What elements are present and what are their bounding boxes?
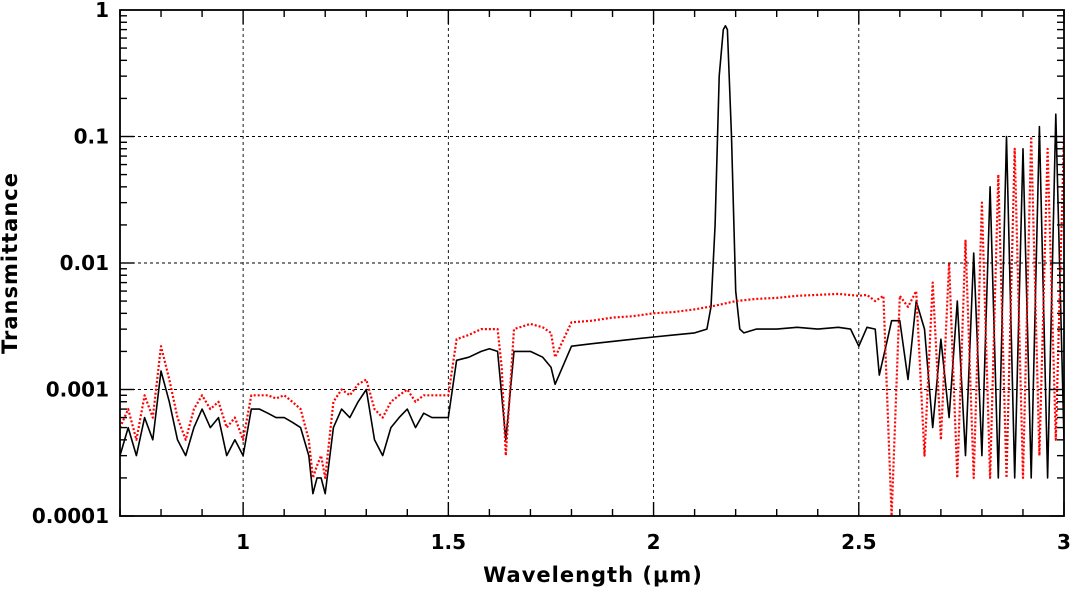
x-tick-label: 1: [236, 530, 250, 554]
series-line-2: [120, 135, 1064, 516]
x-tick-label: 3: [1057, 530, 1071, 554]
tick-labels: 1 1.5 2 2.5 3 0.0001 0.001 0.01 0.1 1: [32, 0, 1071, 554]
x-axis-title: Wavelength (μm): [483, 563, 703, 587]
plot-frame: [119, 9, 1065, 517]
y-axis-title: Transmittance: [0, 172, 22, 354]
y-tick-label: 1: [95, 0, 109, 22]
y-tick-label: 0.01: [60, 251, 109, 275]
x-tick-label: 1.5: [431, 530, 466, 554]
series-line-1: [120, 24, 1064, 495]
x-tick-label: 2.5: [841, 530, 876, 554]
y-tick-label: 0.0001: [32, 504, 109, 528]
y-tick-label: 0.1: [74, 125, 109, 149]
y-tick-label: 0.001: [46, 378, 109, 402]
grid: [120, 10, 1064, 516]
axes: [119, 9, 1065, 517]
series-layer: [120, 24, 1064, 516]
x-tick-label: 2: [647, 530, 661, 554]
